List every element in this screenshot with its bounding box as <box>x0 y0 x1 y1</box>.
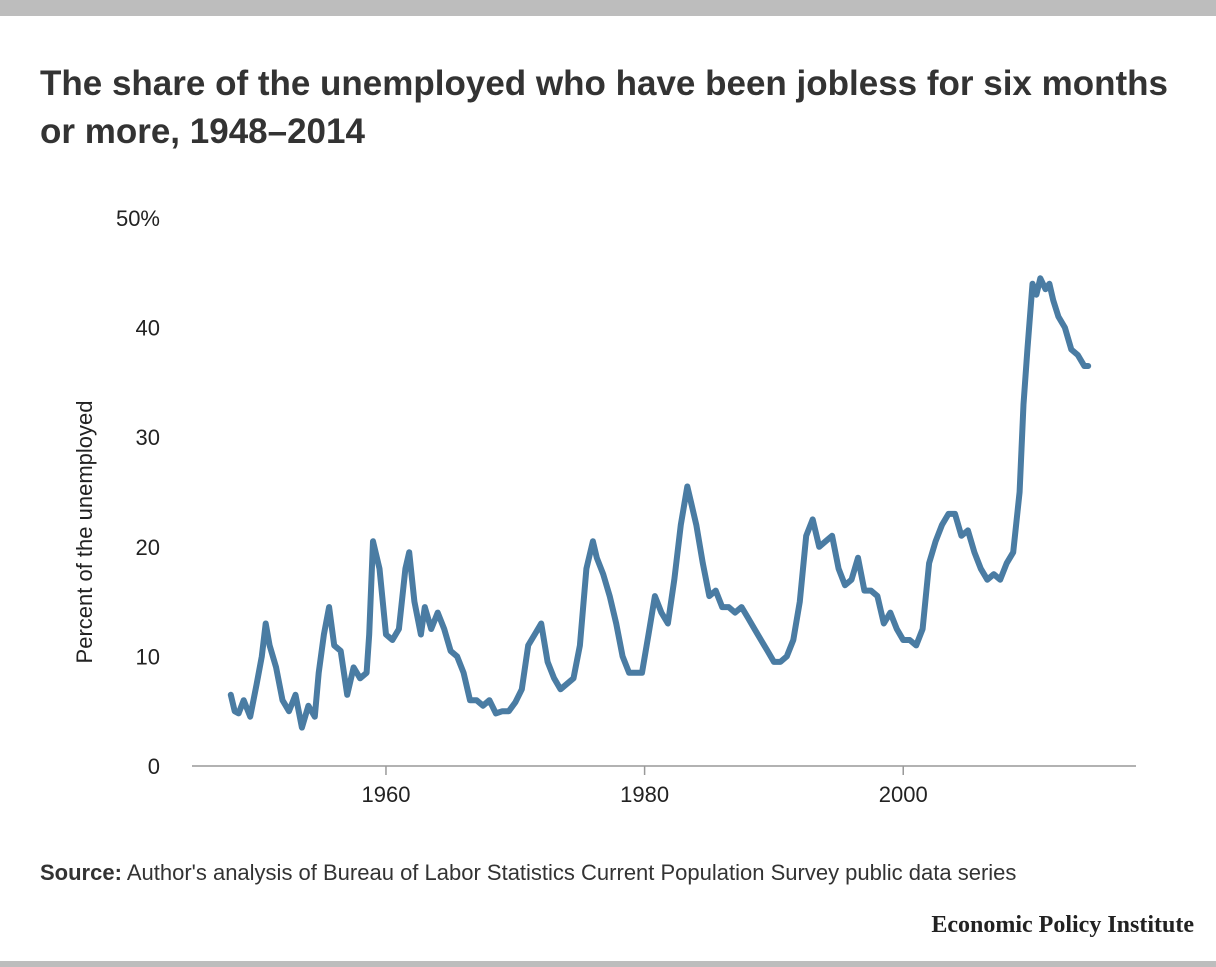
y-axis-ticks: 0 10 20 30 40 50% <box>116 206 160 779</box>
bottom-border-bar <box>0 961 1216 967</box>
y-tick-label: 0 <box>148 754 160 779</box>
x-tick-label: 1960 <box>361 782 410 807</box>
y-tick-label: 50% <box>116 206 160 231</box>
top-border-bar <box>0 0 1216 16</box>
chart-title: The share of the unemployed who have bee… <box>40 64 1168 151</box>
y-tick-label: 30 <box>136 425 160 450</box>
source-text: Author's analysis of Bureau of Labor Sta… <box>126 860 1017 885</box>
x-tick-label: 1980 <box>620 782 669 807</box>
publisher-logo: Economic Policy Institute <box>931 912 1194 938</box>
series-line <box>227 275 1092 731</box>
chart-svg: 0 10 20 30 40 50% 1960 1980 2000 Percent of the… <box>72 206 1136 807</box>
x-axis-ticks: 1960 1980 2000 <box>361 766 928 807</box>
source-note: Source: Author's analysis of Bureau of L… <box>40 860 1016 886</box>
y-tick-label: 10 <box>136 644 160 669</box>
y-tick-label: 40 <box>136 316 160 341</box>
source-label: Source: <box>40 860 122 885</box>
x-tick-label: 2000 <box>879 782 928 807</box>
y-axis-label: Percent of the unemployed <box>72 401 97 664</box>
y-tick-label: 20 <box>136 535 160 560</box>
